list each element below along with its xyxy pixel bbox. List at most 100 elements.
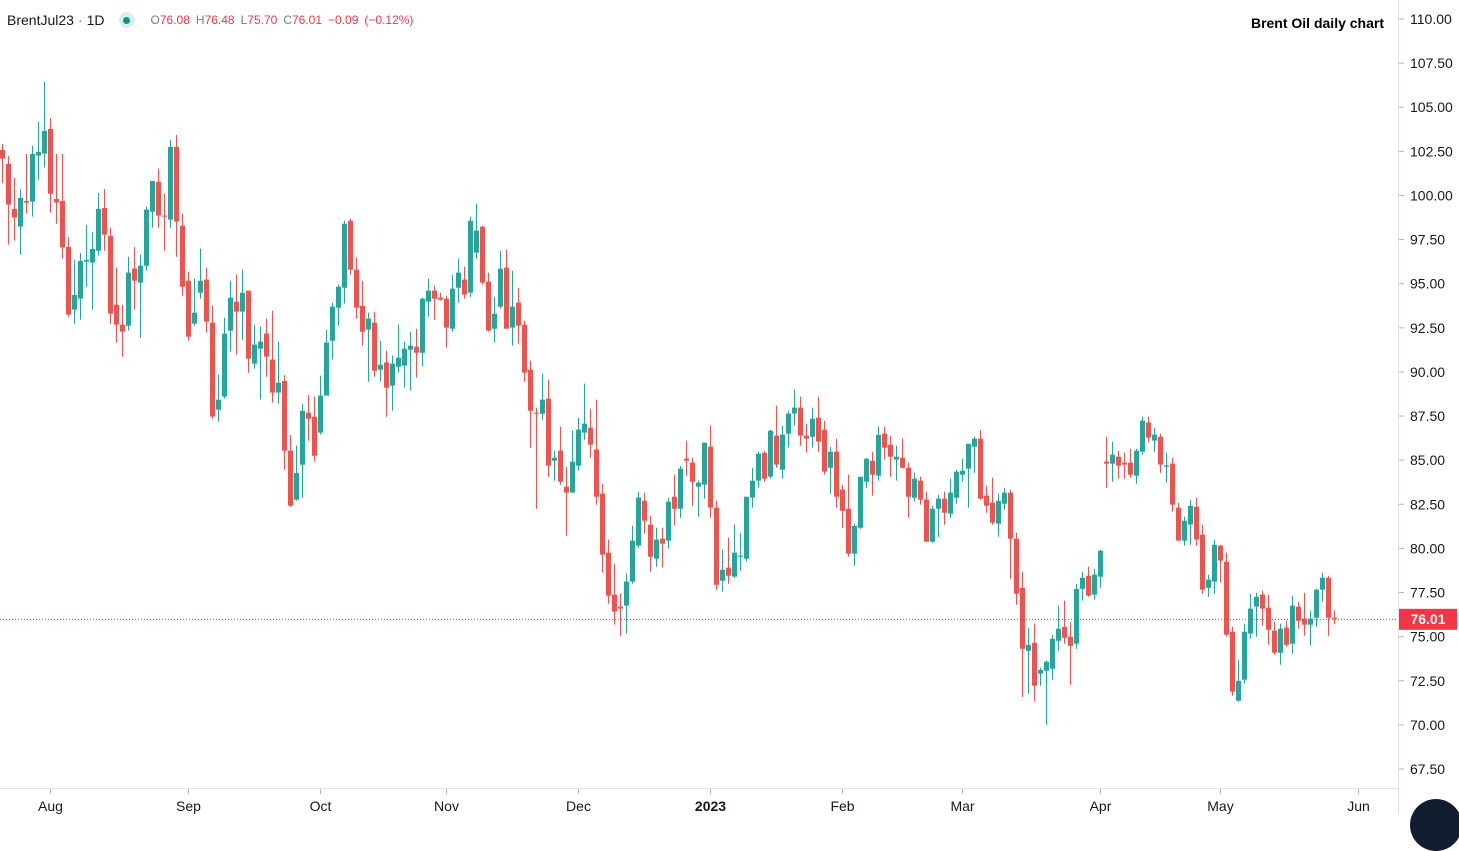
candle-body (6, 163, 11, 205)
time-tick-label: May (1207, 798, 1233, 814)
candle-body (1284, 627, 1289, 645)
candle-body (1038, 669, 1043, 674)
candle-body (624, 581, 629, 606)
candle (768, 429, 773, 479)
candle (1218, 544, 1223, 583)
logo-icon[interactable] (1410, 799, 1459, 851)
candle (924, 491, 929, 542)
candle-body (252, 344, 257, 364)
price-axis[interactable] (1399, 0, 1459, 788)
market-status-icon[interactable] (118, 12, 135, 28)
candle-body (270, 359, 275, 393)
candle (960, 458, 965, 482)
candle (486, 272, 491, 332)
candle-body (1080, 577, 1085, 589)
price-tick-label: 82.50 (1410, 496, 1445, 512)
candle (1098, 549, 1103, 588)
candle (258, 326, 263, 400)
candle-body (690, 462, 695, 482)
time-tick-label: Aug (38, 798, 63, 814)
candle (1164, 452, 1169, 483)
time-tick-label: Mar (950, 798, 974, 814)
candle-body (912, 478, 917, 498)
candle-body (528, 369, 533, 411)
candle-body (1218, 545, 1223, 561)
candle-body (342, 223, 347, 288)
symbol-legend[interactable]: BrentJul23 · 1D O 76.08 H 76.48 L 75.70 C 76… (7, 11, 419, 29)
price-tick-label: 95.00 (1410, 276, 1445, 292)
price-tick-label: 100.00 (1410, 187, 1453, 203)
candle (1080, 571, 1085, 601)
candle-body (822, 429, 827, 472)
candle (744, 496, 749, 562)
time-tick-label: Oct (310, 798, 332, 814)
candle (708, 425, 713, 518)
candle-body (612, 594, 617, 612)
candle (1068, 621, 1073, 685)
candle (1308, 610, 1313, 646)
candle (948, 478, 953, 518)
candle (12, 178, 17, 241)
candle (312, 396, 317, 462)
candle (612, 563, 617, 625)
candle (1230, 626, 1235, 696)
candle-body (1296, 606, 1301, 621)
candle (720, 549, 725, 592)
price-tick-label: 102.50 (1410, 143, 1453, 159)
candle (624, 573, 629, 634)
candle (186, 271, 191, 341)
candle-body (336, 286, 341, 308)
candle-body (762, 452, 767, 479)
candle (216, 374, 221, 422)
candle (150, 181, 155, 228)
candle (306, 394, 311, 441)
candle-body (990, 502, 995, 523)
candle-body (438, 297, 443, 300)
candle-body (1290, 605, 1295, 644)
price-tick-label: 70.00 (1410, 717, 1445, 733)
candle (246, 290, 251, 373)
interval[interactable]: 1D (86, 12, 105, 28)
candle-body (96, 208, 101, 251)
candle-body (1182, 520, 1187, 541)
price-tick-label: 105.00 (1410, 99, 1453, 115)
candle-body (198, 280, 203, 293)
candle (36, 121, 41, 180)
candle (804, 423, 809, 453)
candle (1260, 590, 1265, 626)
open-label: O (150, 13, 160, 27)
candle-body (738, 555, 743, 557)
candle (1290, 595, 1295, 654)
candle (1254, 592, 1259, 637)
candle (594, 399, 599, 505)
candle (1122, 452, 1127, 479)
candle-body (318, 395, 323, 433)
candle (732, 524, 737, 578)
candle (282, 374, 287, 470)
candle-body (264, 333, 269, 357)
candle-body (840, 489, 845, 511)
candle (642, 492, 647, 534)
candle (750, 467, 755, 508)
candle-body (522, 324, 527, 373)
candle-body (234, 301, 239, 312)
candle-body (600, 493, 605, 555)
candle (1128, 448, 1133, 478)
candles-layer (0, 82, 1337, 725)
candlestick-chart[interactable]: 110.00 107.50 105.00 102.50 100.00 97.50 95.00… (0, 0, 1459, 814)
price-tick-label: 77.50 (1410, 585, 1445, 601)
candle-body (882, 433, 887, 448)
candle (930, 505, 935, 543)
candle-body (510, 306, 515, 328)
candle-body (966, 443, 971, 469)
candle (180, 213, 185, 296)
price-tick-label: 97.50 (1410, 232, 1445, 248)
candle-body (1068, 636, 1073, 646)
symbol-name[interactable]: BrentJul23 (7, 12, 74, 28)
candle-body (1242, 631, 1247, 680)
candle-body (894, 456, 899, 460)
candle-body (312, 416, 317, 456)
candle (996, 493, 1001, 537)
candle-body (768, 430, 773, 477)
candle-body (300, 410, 305, 465)
